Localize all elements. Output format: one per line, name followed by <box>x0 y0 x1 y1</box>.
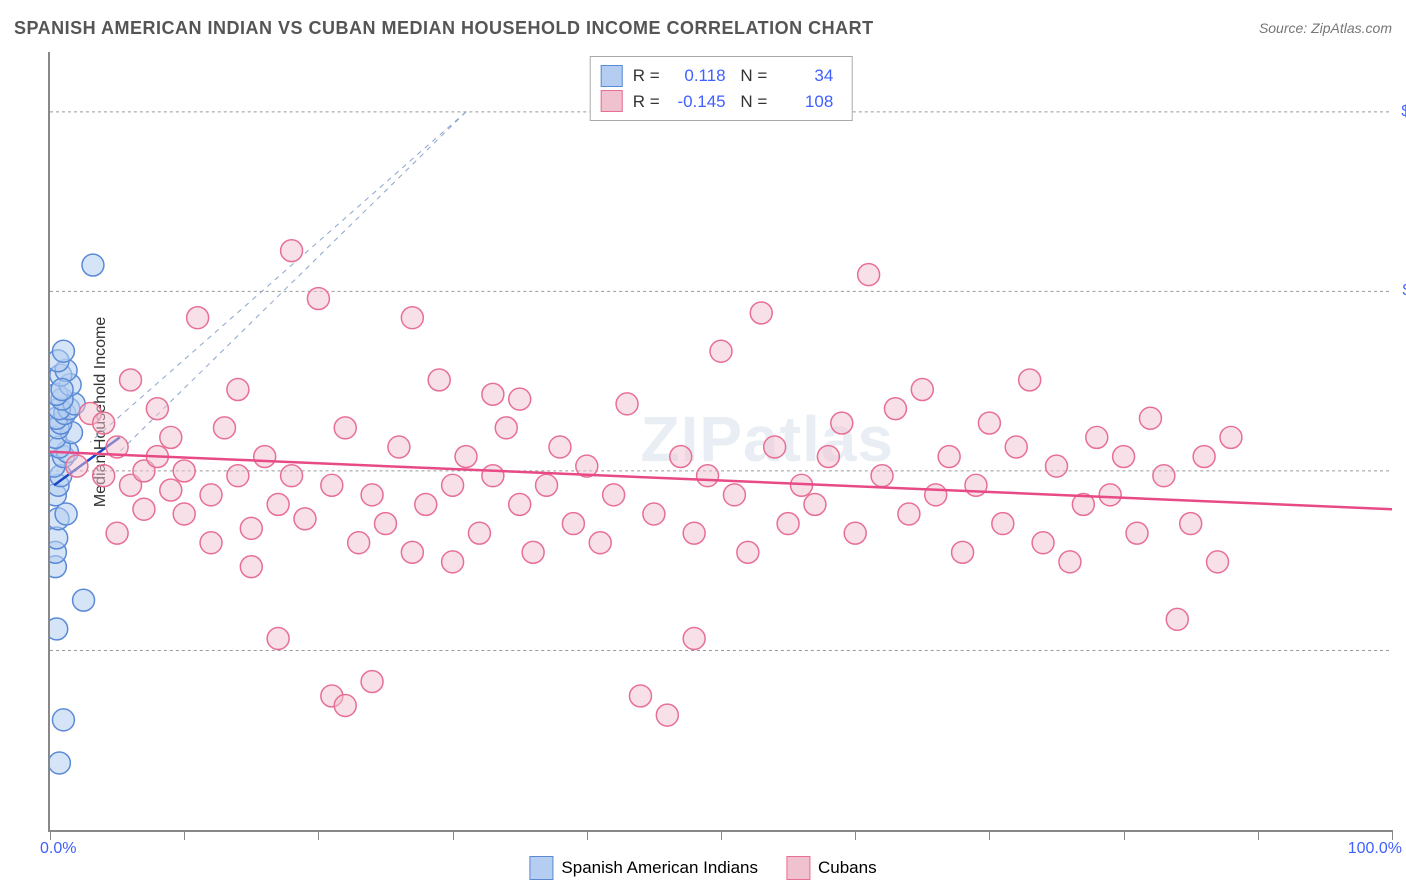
x-tick <box>721 830 722 840</box>
legend-item-sai: Spanish American Indians <box>529 856 758 880</box>
stat-n-value-cuban: 108 <box>777 89 833 115</box>
legend-stats-row-sai: R = 0.118 N = 34 <box>601 63 834 89</box>
x-tick <box>184 830 185 840</box>
x-axis-max-label: 100.0% <box>1348 840 1402 858</box>
bottom-legend: Spanish American Indians Cubans <box>529 856 876 880</box>
stat-n-label-2: N = <box>736 89 768 115</box>
stat-r-value-sai: 0.118 <box>670 63 726 89</box>
stat-n-label: N = <box>736 63 768 89</box>
x-tick <box>1258 830 1259 840</box>
x-tick <box>453 830 454 840</box>
chart-title: SPANISH AMERICAN INDIAN VS CUBAN MEDIAN … <box>14 18 874 39</box>
plot-area: Median Household Income ZIPatlas 0.0% 10… <box>48 52 1392 832</box>
legend-label-cuban: Cubans <box>818 858 877 878</box>
legend-bottom-swatch-cuban <box>786 856 810 880</box>
y-tick-label: $150,000 <box>1401 103 1406 121</box>
x-tick <box>855 830 856 840</box>
legend-stats-box: R = 0.118 N = 34 R = -0.145 N = 108 <box>590 56 853 121</box>
x-tick <box>989 830 990 840</box>
legend-swatch-sai <box>601 65 623 87</box>
x-tick <box>318 830 319 840</box>
stat-r-label: R = <box>633 63 660 89</box>
y-tick-label: $112,500 <box>1402 282 1406 300</box>
x-tick <box>50 830 51 840</box>
stat-n-value-sai: 34 <box>777 63 833 89</box>
legend-label-sai: Spanish American Indians <box>561 858 758 878</box>
legend-bottom-swatch-sai <box>529 856 553 880</box>
legend-item-cuban: Cubans <box>786 856 877 880</box>
x-axis-min-label: 0.0% <box>40 840 76 858</box>
stat-r-label-2: R = <box>633 89 660 115</box>
chart-source: Source: ZipAtlas.com <box>1259 20 1392 36</box>
stat-r-value-cuban: -0.145 <box>670 89 726 115</box>
x-tick <box>1392 830 1393 840</box>
legend-swatch-cuban <box>601 90 623 112</box>
legend-stats-row-cuban: R = -0.145 N = 108 <box>601 89 834 115</box>
chart-svg <box>50 52 1392 830</box>
x-tick <box>1124 830 1125 840</box>
x-tick <box>587 830 588 840</box>
